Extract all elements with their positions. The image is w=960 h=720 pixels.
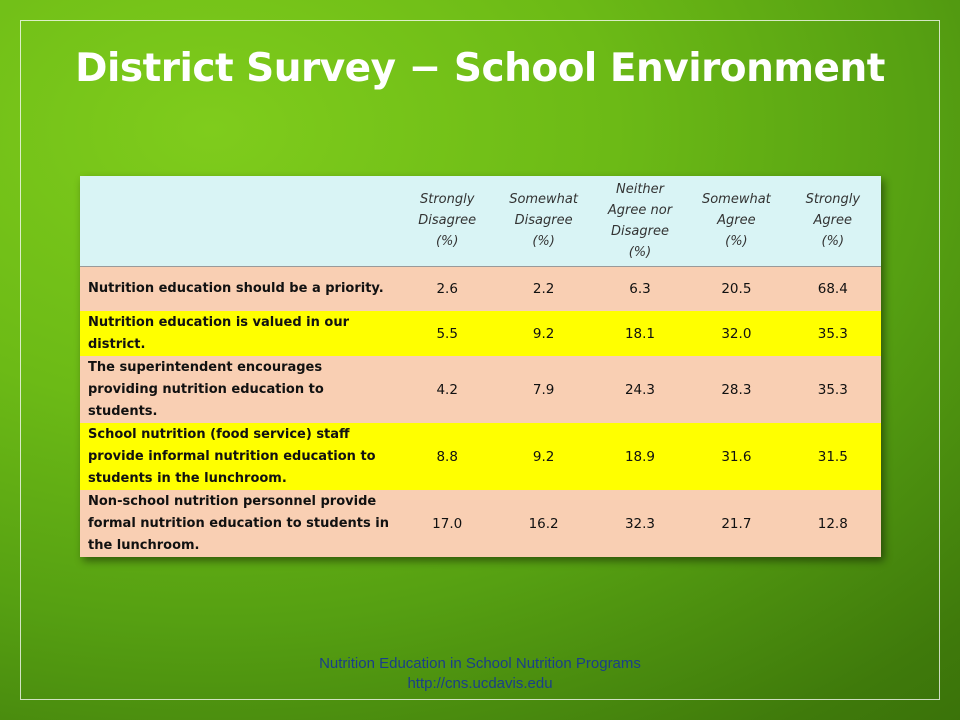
cell-strongly-disagree: 17.0 (432, 515, 463, 532)
table-header-row: Strongly Disagree (%) Somewhat Disagree (%) … (80, 176, 881, 266)
footer: Nutrition Education in School Nutrition … (0, 654, 960, 694)
header-cell-statement (80, 176, 399, 266)
header-cell-neither: Neither Agree nor Disagree (%) (607, 181, 673, 260)
cell-somewhat-disagree: 9.2 (532, 448, 555, 465)
cell-somewhat-disagree: 2.2 (532, 280, 555, 297)
cell-strongly-disagree: 8.8 (436, 448, 458, 465)
cell-strongly-agree: 31.5 (817, 448, 848, 465)
slide-title: District Survey − School Environment (75, 46, 885, 91)
table-row: Nutrition education should be a priority… (80, 266, 881, 311)
cell-somewhat-agree: 20.5 (721, 280, 752, 297)
row-statement: School nutrition (food service) staff pr… (88, 426, 376, 486)
survey-table-container: Strongly Disagree (%) Somewhat Disagree (%) … (80, 176, 881, 557)
header-cell-strongly-agree: Strongly Agree (%) (805, 192, 861, 250)
slide-frame (20, 20, 940, 700)
cell-somewhat-agree: 32.0 (721, 325, 752, 342)
cell-strongly-agree: 68.4 (817, 280, 848, 297)
cell-strongly-disagree: 2.6 (436, 280, 458, 297)
cell-strongly-disagree: 5.5 (436, 325, 458, 342)
row-statement: Nutrition education is valued in our dis… (88, 314, 349, 352)
footer-url[interactable]: http://cns.ucdavis.edu (407, 675, 553, 692)
cell-somewhat-disagree: 7.9 (532, 381, 555, 398)
survey-table: Strongly Disagree (%) Somewhat Disagree (%) … (80, 176, 881, 557)
cell-somewhat-agree: 31.6 (721, 448, 752, 465)
cell-neither: 32.3 (624, 515, 656, 532)
row-statement: Nutrition education should be a priority… (88, 280, 384, 296)
header-cell-somewhat-agree: Somewhat Agree (%) (701, 192, 771, 250)
cell-somewhat-disagree: 16.2 (528, 515, 559, 532)
cell-somewhat-agree: 28.3 (721, 381, 752, 398)
cell-strongly-agree: 35.3 (817, 381, 848, 398)
cell-neither: 6.3 (629, 280, 651, 297)
cell-strongly-agree: 12.8 (817, 515, 848, 532)
table-row: The superintendent encourages providing … (80, 356, 881, 423)
table-row: Nutrition education is valued in our dis… (80, 311, 881, 356)
cell-strongly-disagree: 4.2 (436, 381, 458, 398)
header-cell-somewhat-disagree: Somewhat Disagree (%) (509, 192, 578, 250)
table-row: Non-school nutrition personnel provide f… (80, 490, 881, 557)
row-statement: The superintendent encourages providing … (88, 359, 324, 419)
footer-source-title: Nutrition Education in School Nutrition … (319, 655, 641, 672)
table-row: School nutrition (food service) staff pr… (80, 423, 881, 490)
row-statement: Non-school nutrition personnel provide f… (88, 493, 389, 553)
header-cell-strongly-disagree: Strongly Disagree (%) (418, 192, 477, 250)
cell-neither: 18.9 (624, 448, 656, 465)
cell-neither: 24.3 (624, 381, 656, 398)
cell-strongly-agree: 35.3 (817, 325, 848, 342)
cell-somewhat-disagree: 9.2 (532, 325, 555, 342)
cell-neither: 18.1 (624, 325, 656, 342)
cell-somewhat-agree: 21.7 (721, 515, 752, 532)
